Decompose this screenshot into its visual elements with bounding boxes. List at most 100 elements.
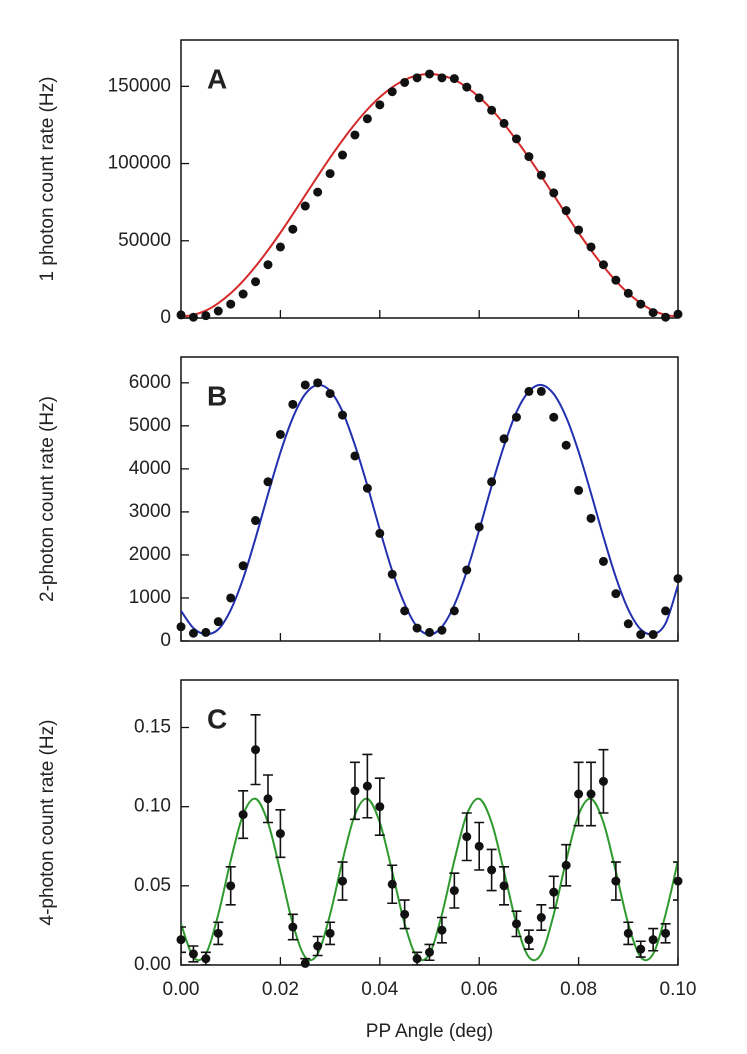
data-point bbox=[611, 275, 621, 285]
data-point bbox=[623, 288, 633, 298]
data-point bbox=[598, 556, 608, 566]
y-axis-label: 4-photon count rate (Hz) bbox=[37, 720, 58, 926]
data-point bbox=[474, 93, 484, 103]
data-point bbox=[188, 949, 198, 959]
data-point bbox=[437, 925, 447, 935]
data-point bbox=[238, 289, 248, 299]
data-point bbox=[499, 434, 509, 444]
error-bar bbox=[673, 861, 678, 901]
y-tick-label: 50000 bbox=[118, 230, 171, 251]
error-bar bbox=[181, 926, 186, 954]
data-point bbox=[437, 73, 447, 83]
data-point bbox=[598, 776, 608, 786]
data-point bbox=[176, 622, 186, 632]
plot-frame bbox=[180, 679, 679, 966]
x-tick-label: 0.08 bbox=[560, 979, 597, 1000]
data-point bbox=[375, 802, 385, 812]
data-point bbox=[288, 224, 298, 234]
data-point bbox=[263, 794, 273, 804]
panel-label: C bbox=[207, 703, 227, 734]
data-point bbox=[623, 619, 633, 629]
data-point bbox=[350, 786, 360, 796]
data-point bbox=[524, 935, 534, 945]
data-point bbox=[511, 412, 521, 422]
data-point bbox=[226, 299, 236, 309]
data-point bbox=[263, 260, 273, 270]
data-point bbox=[561, 440, 571, 450]
data-point bbox=[201, 954, 211, 964]
data-point bbox=[251, 516, 261, 526]
data-point bbox=[425, 627, 434, 637]
data-point bbox=[213, 617, 223, 627]
data-point bbox=[586, 513, 596, 523]
data-point bbox=[673, 309, 683, 319]
data-point bbox=[598, 260, 608, 270]
y-tick-label: 100000 bbox=[108, 153, 171, 174]
data-point bbox=[338, 150, 348, 160]
data-point bbox=[412, 954, 422, 964]
y-tick-label: 0 bbox=[160, 307, 171, 328]
data-point bbox=[275, 429, 285, 439]
data-point bbox=[263, 477, 273, 487]
y-axis-label: 1 photon count rate (Hz) bbox=[37, 77, 58, 282]
data-point bbox=[487, 865, 497, 875]
data-point bbox=[375, 100, 385, 110]
data-point bbox=[275, 829, 285, 839]
data-point bbox=[487, 477, 497, 487]
data-point bbox=[549, 887, 559, 897]
x-tick-label: 0.06 bbox=[461, 979, 498, 1000]
data-point bbox=[387, 569, 397, 579]
data-point bbox=[288, 922, 298, 932]
data-point bbox=[474, 522, 484, 532]
data-point bbox=[300, 958, 310, 968]
data-point bbox=[188, 628, 198, 638]
data-point bbox=[338, 410, 348, 420]
data-point bbox=[574, 225, 584, 235]
data-point bbox=[238, 561, 248, 571]
data-point bbox=[449, 74, 459, 84]
data-point bbox=[574, 789, 584, 799]
data-point bbox=[623, 928, 633, 938]
data-point bbox=[325, 389, 335, 399]
data-point bbox=[536, 170, 546, 180]
y-tick-label: 3000 bbox=[129, 501, 171, 522]
data-point bbox=[313, 941, 323, 951]
data-point bbox=[499, 881, 509, 891]
data-point bbox=[511, 134, 521, 144]
y-tick-label: 0 bbox=[160, 630, 171, 651]
x-tick-label: 0.10 bbox=[660, 979, 697, 1000]
data-point bbox=[661, 312, 671, 322]
data-point bbox=[362, 483, 372, 493]
data-point bbox=[387, 879, 397, 889]
data-point bbox=[536, 386, 546, 396]
data-point bbox=[648, 935, 658, 945]
data-point bbox=[213, 306, 223, 316]
data-point bbox=[425, 947, 434, 957]
data-point bbox=[636, 630, 646, 640]
fit-line bbox=[181, 383, 678, 636]
data-point bbox=[350, 451, 360, 461]
data-point bbox=[362, 781, 372, 791]
data-point bbox=[400, 909, 410, 919]
data-point bbox=[474, 841, 484, 851]
x-axis-label: PP Angle (deg) bbox=[366, 1021, 493, 1042]
data-point bbox=[648, 308, 658, 318]
data-point bbox=[511, 919, 521, 929]
y-tick-label: 6000 bbox=[129, 372, 171, 393]
data-point bbox=[226, 881, 236, 891]
data-point bbox=[325, 928, 335, 938]
data-point bbox=[449, 606, 459, 616]
data-point bbox=[387, 87, 397, 97]
plot-frame bbox=[180, 39, 679, 319]
data-point bbox=[425, 69, 434, 79]
data-point bbox=[673, 574, 683, 584]
y-tick-label: 4000 bbox=[129, 458, 171, 479]
data-point bbox=[338, 876, 348, 886]
data-point bbox=[288, 399, 298, 409]
data-point bbox=[586, 242, 596, 252]
y-tick-label: 5000 bbox=[129, 415, 171, 436]
data-point bbox=[661, 606, 671, 616]
data-point bbox=[586, 789, 596, 799]
